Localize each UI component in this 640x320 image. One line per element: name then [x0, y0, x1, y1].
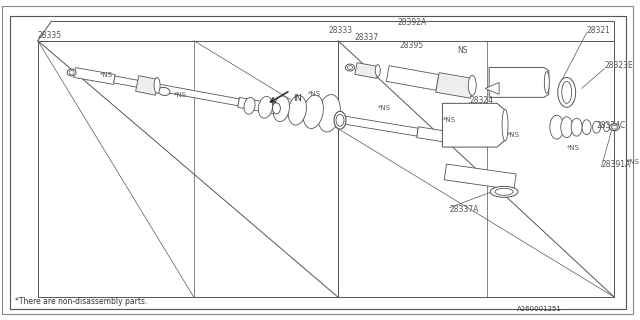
- Text: 28395: 28395: [399, 41, 424, 50]
- Polygon shape: [417, 127, 468, 146]
- Ellipse shape: [611, 125, 618, 129]
- Ellipse shape: [502, 109, 508, 141]
- Polygon shape: [489, 68, 549, 97]
- Ellipse shape: [582, 120, 591, 135]
- Text: 28337: 28337: [355, 33, 379, 42]
- Polygon shape: [114, 76, 239, 106]
- Ellipse shape: [67, 69, 76, 76]
- Ellipse shape: [273, 96, 289, 122]
- Polygon shape: [442, 103, 505, 147]
- Ellipse shape: [609, 124, 620, 131]
- Ellipse shape: [334, 111, 346, 129]
- Text: *NS: *NS: [442, 117, 456, 123]
- Ellipse shape: [495, 188, 513, 195]
- Polygon shape: [237, 98, 289, 116]
- Ellipse shape: [571, 118, 582, 136]
- Text: 28391A: 28391A: [602, 160, 631, 170]
- Polygon shape: [355, 63, 379, 78]
- Polygon shape: [136, 76, 159, 95]
- Ellipse shape: [562, 82, 572, 103]
- Text: 28321: 28321: [587, 26, 611, 35]
- Polygon shape: [387, 66, 439, 90]
- Ellipse shape: [550, 115, 564, 139]
- Polygon shape: [74, 68, 115, 84]
- Ellipse shape: [303, 95, 323, 129]
- Ellipse shape: [348, 66, 353, 69]
- Ellipse shape: [545, 71, 549, 93]
- Text: 28323E: 28323E: [605, 61, 633, 70]
- Text: A260001251: A260001251: [517, 306, 562, 312]
- Ellipse shape: [244, 97, 255, 114]
- Ellipse shape: [490, 186, 518, 197]
- Ellipse shape: [346, 64, 355, 71]
- Ellipse shape: [154, 77, 160, 93]
- Ellipse shape: [375, 65, 380, 76]
- Text: 28337A: 28337A: [449, 205, 479, 214]
- Text: *NS: *NS: [308, 92, 321, 97]
- Text: NS: NS: [458, 46, 468, 55]
- Text: *NS: *NS: [174, 92, 187, 98]
- Polygon shape: [444, 164, 516, 190]
- Text: *NS: *NS: [99, 73, 113, 78]
- Text: *NS: *NS: [627, 159, 639, 165]
- Ellipse shape: [259, 96, 273, 118]
- Text: *NS: *NS: [507, 132, 520, 138]
- Polygon shape: [332, 114, 418, 136]
- Ellipse shape: [288, 96, 307, 125]
- Ellipse shape: [468, 76, 476, 95]
- Ellipse shape: [158, 87, 170, 95]
- Ellipse shape: [561, 117, 573, 138]
- Ellipse shape: [604, 123, 609, 132]
- Ellipse shape: [557, 77, 575, 107]
- Polygon shape: [436, 73, 474, 98]
- Polygon shape: [485, 83, 499, 94]
- Text: 28335: 28335: [38, 31, 62, 40]
- Text: *NS: *NS: [566, 145, 580, 151]
- Text: 28324: 28324: [469, 96, 493, 105]
- Text: IN: IN: [293, 94, 302, 103]
- Ellipse shape: [336, 114, 344, 126]
- Ellipse shape: [69, 70, 74, 75]
- Text: *There are non-disassembly parts.: *There are non-disassembly parts.: [15, 297, 147, 306]
- Text: *NS: *NS: [378, 105, 391, 111]
- Ellipse shape: [593, 121, 600, 133]
- Text: 28324C: 28324C: [596, 121, 626, 130]
- Ellipse shape: [318, 95, 340, 132]
- Text: 28333: 28333: [328, 26, 352, 35]
- Ellipse shape: [273, 103, 280, 114]
- Text: 28392A: 28392A: [397, 18, 427, 27]
